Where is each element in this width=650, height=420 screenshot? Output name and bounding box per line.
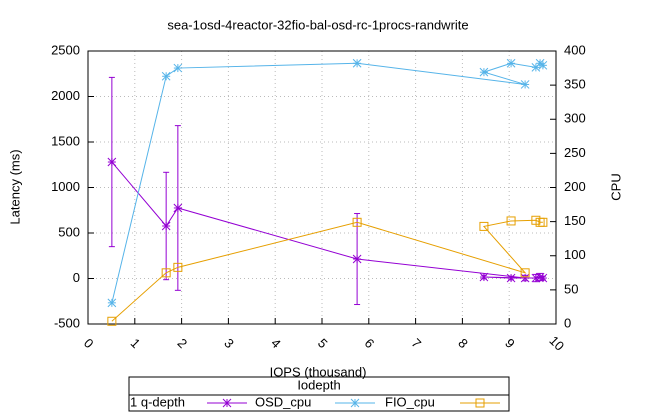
- marker-stroke: [161, 268, 171, 278]
- y2-tick-label: 400: [564, 42, 586, 57]
- marker-stroke: [506, 216, 516, 226]
- point: [161, 268, 171, 278]
- y2-tick-label: 350: [564, 77, 586, 92]
- marker-stroke: [352, 254, 362, 264]
- point: [479, 221, 489, 231]
- y2-tick-label: 150: [564, 213, 586, 228]
- marker-stroke: [520, 268, 530, 278]
- point: [506, 58, 516, 68]
- legend-label: 1 q-depth: [130, 394, 185, 409]
- point: [520, 80, 530, 89]
- x-tick-label: 2: [174, 335, 190, 351]
- y2-tick-label: 300: [564, 111, 586, 126]
- legend-label: OSD_cpu: [255, 394, 311, 409]
- point: [520, 273, 530, 283]
- marker-stroke: [352, 58, 362, 68]
- point: [506, 273, 516, 283]
- point: [538, 60, 548, 70]
- marker-stroke: [173, 63, 183, 73]
- marker-stroke: [107, 157, 117, 167]
- legend-label: FIO_cpu: [385, 394, 435, 409]
- y2-tick-label: 200: [564, 179, 586, 194]
- point: [538, 273, 548, 283]
- y-tick-label: 500: [58, 224, 80, 239]
- x-tick-label: 8: [455, 335, 471, 351]
- legend-box: [128, 376, 510, 412]
- point: [173, 203, 183, 213]
- point: [352, 217, 362, 227]
- marker-stroke: [352, 217, 362, 227]
- x-tick-label: 7: [408, 335, 424, 351]
- chart-title: sea-1osd-4reactor-32fio-bal-osd-rc-1proc…: [167, 17, 468, 32]
- marker-stroke: [538, 273, 548, 283]
- y-tick-label: 1500: [51, 133, 80, 148]
- marker-stroke: [107, 298, 117, 308]
- x-tick-label: 0: [81, 335, 97, 351]
- point: [520, 268, 530, 278]
- point: [506, 216, 516, 226]
- legend-marker: [475, 398, 485, 408]
- point: [161, 221, 171, 231]
- point: [161, 71, 171, 81]
- marker-stroke: [173, 203, 183, 213]
- marker-stroke: [506, 58, 516, 68]
- legend-marker: [222, 398, 232, 408]
- x-tick-label: 3: [221, 335, 237, 351]
- y2-tick-label: 0: [564, 315, 571, 330]
- point: [352, 254, 362, 264]
- y-tick-label: 2500: [51, 42, 80, 57]
- y-axis-label: Latency (ms): [7, 149, 22, 224]
- legend-title: Iodepth: [297, 377, 340, 392]
- series-line: [111, 219, 543, 322]
- y-tick-label: 1000: [51, 179, 80, 194]
- marker-stroke: [479, 272, 489, 282]
- y-tick-label: 0: [73, 270, 80, 285]
- x-tick-label: 6: [362, 335, 378, 351]
- plot-frame: [87, 50, 557, 325]
- point: [538, 217, 548, 227]
- point: [107, 298, 117, 308]
- point: [107, 157, 117, 167]
- marker-stroke: [222, 398, 232, 408]
- marker-stroke: [520, 273, 530, 283]
- series-line: [111, 62, 544, 303]
- y-tick-label: 2000: [51, 88, 80, 103]
- series-line: [111, 161, 544, 279]
- marker-stroke: [161, 221, 171, 231]
- point: [173, 262, 183, 272]
- y2-tick-label: 250: [564, 145, 586, 160]
- y2-tick-label: 100: [564, 247, 586, 262]
- marker-stroke: [538, 217, 548, 227]
- marker-stroke: [479, 67, 489, 77]
- x-tick-label: 4: [268, 335, 284, 351]
- point: [107, 316, 117, 326]
- marker-stroke: [538, 60, 548, 70]
- marker-stroke: [107, 316, 117, 326]
- x-tick-label: 5: [315, 335, 331, 351]
- point: [173, 63, 183, 73]
- x-tick-label: 10: [546, 333, 567, 354]
- marker-stroke: [173, 262, 183, 272]
- x-axis-label: IOPS (thousand): [270, 364, 367, 379]
- point: [479, 272, 489, 282]
- marker-stroke: [506, 273, 516, 283]
- y2-axis-label: CPU: [608, 173, 623, 200]
- marker-stroke: [161, 71, 171, 81]
- x-tick-label: 9: [502, 335, 518, 351]
- y2-tick-label: 50: [564, 281, 578, 296]
- marker-stroke: [475, 398, 485, 408]
- point: [479, 67, 489, 77]
- point: [352, 58, 362, 68]
- marker-stroke: [479, 221, 489, 231]
- x-tick-label: 1: [128, 335, 144, 351]
- marker-stroke: [350, 398, 360, 408]
- y-tick-label: -500: [54, 315, 80, 330]
- marker-stroke: [520, 80, 530, 89]
- legend-marker: [350, 398, 360, 408]
- marker-stroke: [535, 58, 545, 68]
